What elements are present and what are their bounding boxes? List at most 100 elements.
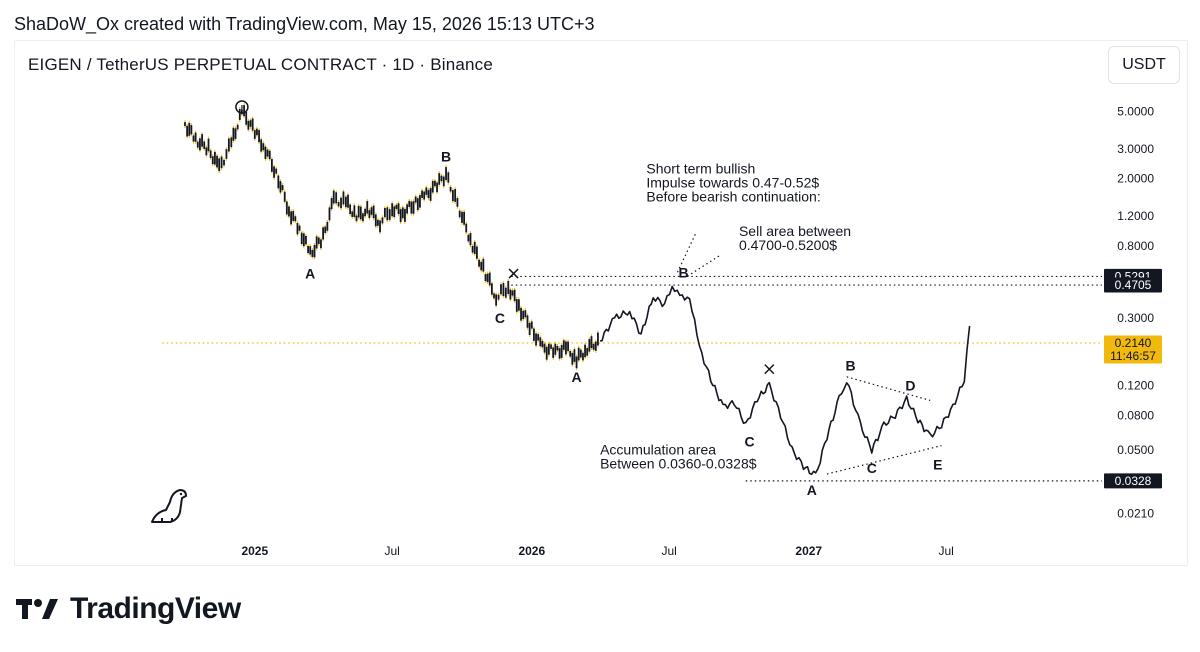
x-marker [764,364,775,375]
candle-body [401,207,404,219]
candle-body [573,349,576,362]
chart-frame [14,40,1188,566]
candle-body [288,206,290,217]
candle-body [347,194,349,208]
candle-body [362,213,364,222]
candle-body [478,259,480,267]
candle-body [320,239,322,249]
annotation-text: Before bearish continuation: [646,188,820,204]
x-tick-label: Jul [661,544,676,558]
candle-body [359,206,362,220]
candle-body [311,249,314,257]
candle-body [194,132,197,142]
x-tick-label: Jul [384,544,399,558]
candle-body [504,287,507,298]
candle-body [594,341,597,351]
candle-body [353,205,356,217]
candle-body [488,272,491,286]
candle-body [372,205,375,219]
x-tick-label: 2025 [241,544,268,558]
candle-body [530,321,533,329]
candle-body [560,344,563,358]
candle-body [569,350,572,357]
annotation-text: Sell area between [739,223,851,239]
y-tick-label: 2.0000 [1117,172,1154,186]
candle-body [545,346,548,360]
candle-body [251,118,254,131]
candle-body [232,127,235,141]
dinosaur-body [151,489,187,523]
x-marker [508,268,519,279]
candle-body [349,204,352,215]
candle-body [213,151,216,165]
candle-body [386,207,389,221]
candle-body [558,348,561,359]
candle-body [425,187,428,195]
candle-body [391,203,394,217]
candle-body [419,195,421,208]
candle-body [388,209,391,220]
candle-body [351,211,354,217]
wave-label: C [745,434,755,450]
candle-body [473,241,476,254]
price-line [600,285,971,476]
candle-body [190,125,193,135]
candle-body [440,175,443,182]
candle-body [515,299,518,312]
candle-body [302,233,305,247]
candle-body [207,138,210,152]
candle-body [332,190,335,204]
candle-body [524,310,527,318]
candle-body [552,347,555,358]
candle-body [490,283,493,295]
candle-body [456,198,459,207]
candle-body [260,139,263,152]
candle-body [313,244,316,258]
price-label-timer: 11:46:57 [1110,349,1156,363]
attribution-text: ShaDoW_Ox created with TradingView.com, … [14,14,595,34]
candle-body [326,221,329,231]
candle-body [324,226,327,234]
candle-body [305,235,307,245]
y-tick-label: 0.0210 [1117,507,1154,521]
candle-body [186,125,189,137]
wave-label: D [905,378,915,394]
candle-body [404,208,406,222]
candle-body [465,223,468,233]
candle-body [565,341,567,355]
y-tick-label: 3.0000 [1117,142,1154,156]
annotation-text: Accumulation area [600,441,716,457]
candle-body [357,205,360,218]
candle-body [541,340,544,348]
dinosaur-icon [151,489,187,523]
candle-body [199,138,201,151]
candle-body [410,201,413,214]
candle-body [567,341,569,352]
candle-body [218,158,221,172]
candle-body [480,261,483,271]
candle-body [234,128,237,139]
candle-body [322,227,325,240]
wave-label: B [441,149,451,165]
wave-label: C [495,310,505,326]
candle-body [275,168,278,174]
candle-body [337,201,340,207]
y-tick-label: 0.3000 [1117,311,1154,325]
candle-body [370,207,373,215]
candle-body [205,147,208,156]
candle-body [471,246,474,253]
candle-body [586,348,589,356]
candle-body [592,343,595,350]
candle-body [449,186,452,192]
candle-body [196,141,199,148]
currency-button[interactable]: USDT [1108,46,1180,84]
x-tick-label: 2027 [795,544,822,558]
candle-body [328,207,331,221]
candle-body [427,190,430,199]
candle-body [442,176,445,187]
candle-body [537,334,540,341]
brand-logo: TradingView [16,592,241,626]
candle-body [376,219,379,226]
candle-body [379,220,381,233]
